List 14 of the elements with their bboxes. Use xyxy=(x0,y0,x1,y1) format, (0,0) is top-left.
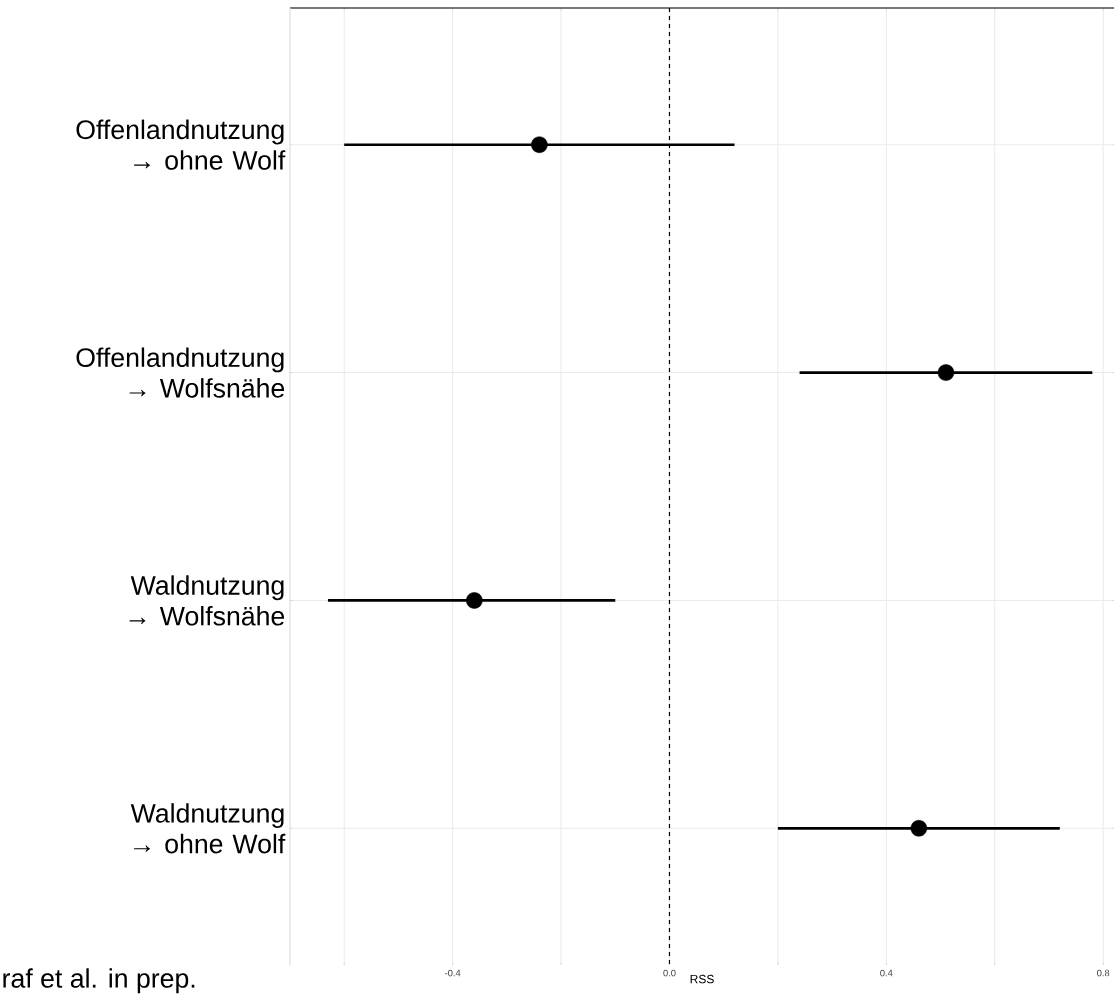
point xyxy=(910,820,928,837)
y-tick-label: Offenlandnutzung → Wolfsnähe xyxy=(76,347,285,398)
x-axis-title: RSS xyxy=(690,974,714,984)
y-tick-label: Waldnutzung → Wolfsnähe xyxy=(129,575,285,626)
x-tick-label: 0.8 xyxy=(1097,969,1110,977)
point xyxy=(466,592,483,609)
y-tick-label: Offenlandnutzung → ohne Wolf xyxy=(76,119,286,170)
y-tick-label: Waldnutzung → ohne Wolf xyxy=(130,803,286,854)
x-tick-label: 0.0 xyxy=(663,969,676,977)
x-tick-label: 0.4 xyxy=(880,969,893,977)
text: raf et al. in prep. xyxy=(3,968,195,994)
x-tick-label: -0.4 xyxy=(445,969,461,977)
point xyxy=(937,364,955,381)
point xyxy=(531,136,548,153)
